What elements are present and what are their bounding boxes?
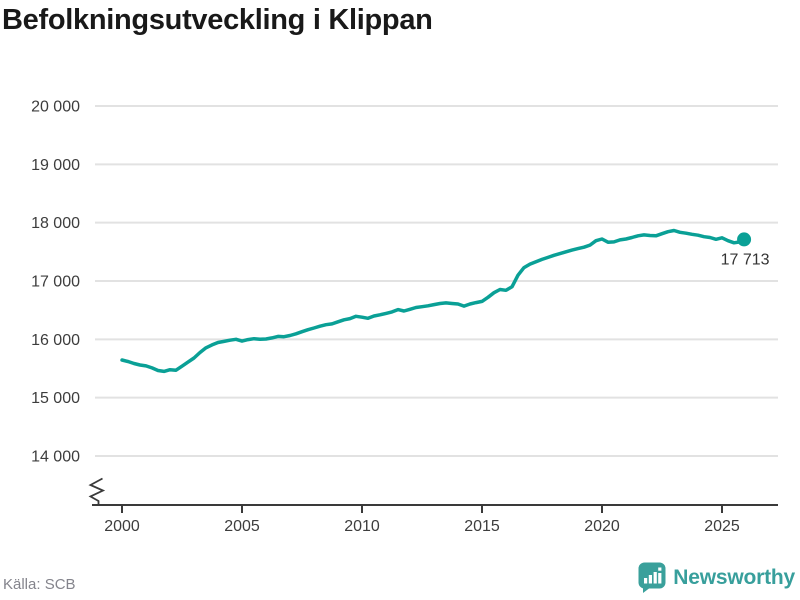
source-note: Källa: SCB — [3, 576, 76, 593]
newsworthy-bar-chart-bubble-icon — [638, 562, 666, 593]
population-line — [120, 228, 746, 374]
x-tick-label: 2000 — [104, 518, 140, 535]
y-tick-label: 19 000 — [31, 157, 80, 174]
newsworthy-logo: Newsworthy — [638, 562, 795, 593]
y-tick-label: 20 000 — [31, 99, 80, 116]
y-tick-label: 17 000 — [31, 273, 80, 290]
end-value-label: 17 713 — [721, 251, 770, 268]
x-tick-label: 2020 — [584, 518, 620, 535]
axis-break-icon — [88, 477, 106, 505]
y-tick-label: 16 000 — [31, 332, 80, 349]
x-tick-label: 2010 — [344, 518, 380, 535]
x-tick-label: 2005 — [224, 518, 260, 535]
x-tick-label: 2015 — [464, 518, 500, 535]
y-tick-label: 14 000 — [31, 448, 80, 465]
end-point-marker — [737, 232, 752, 247]
chart-title: Befolkningsutveckling i Klippan — [2, 4, 433, 36]
y-tick-label: 18 000 — [31, 215, 80, 232]
newsworthy-wordmark: Newsworthy — [673, 565, 795, 589]
x-tick-label: 2025 — [704, 518, 740, 535]
y-tick-label: 15 000 — [31, 390, 80, 407]
